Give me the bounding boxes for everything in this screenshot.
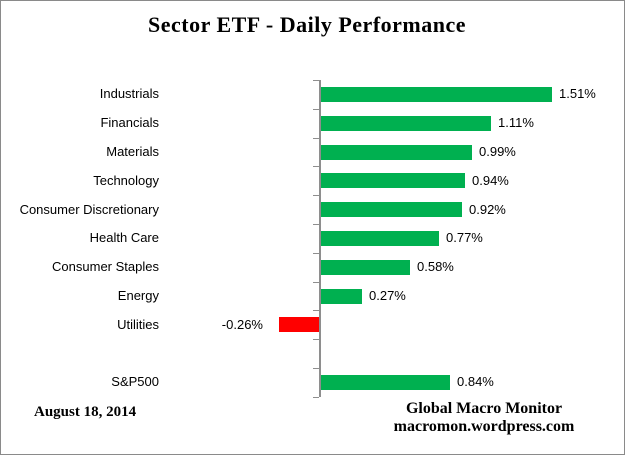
value-label-financials: 1.11% [498,115,534,131]
bar-health-care [321,230,439,246]
category-label-utilities: Utilities [117,316,159,332]
category-label-consumer-discretionary: Consumer Discretionary [19,201,159,217]
footer-date: August 18, 2014 [34,404,137,420]
category-label-materials: Materials [106,144,159,159]
category-label-industrials: Industrials [99,86,159,102]
axis-tick [313,137,319,139]
footer-source-name: Global Macro Monitor [405,400,563,417]
category-label-s-p500: S&P500 [111,374,159,390]
value-label-consumer-discretionary: 0.92% [469,201,506,217]
bar-s-p500 [321,374,450,390]
bar-technology [321,173,465,189]
value-label-s-p500: 0.84% [457,374,494,390]
bar-consumer-discretionary [321,202,462,218]
value-axis-line [319,80,321,397]
bar-industrials [321,86,552,102]
axis-tick [313,252,319,254]
category-label-technology: Technology [93,172,159,188]
bar-energy [321,288,362,304]
bar-financials [321,115,491,131]
footer-source-block: Global Macro Monitor macromon.wordpress.… [359,400,609,436]
bar-utilities [279,317,319,333]
category-label-health-care: Health Care [89,230,159,246]
footer-source-url: macromon.wordpress.com [393,418,575,435]
axis-tick [313,224,319,225]
value-label-energy: 0.27% [369,288,406,303]
axis-tick [313,396,319,398]
value-label-materials: 0.99% [479,144,516,159]
value-label-utilities: -0.26% [221,316,263,332]
bar-consumer-staples [321,259,410,275]
axis-tick [313,339,319,341]
axis-tick [313,368,319,369]
category-label-financials: Financials [100,115,159,131]
axis-tick [313,310,319,312]
value-label-consumer-staples: 0.58% [417,259,454,275]
chart-title: Sector ETF - Daily Performance [147,12,466,37]
value-label-technology: 0.94% [472,172,509,188]
category-label-energy: Energy [117,288,159,303]
axis-tick [313,281,319,283]
bar-materials [321,144,472,160]
axis-tick [313,80,319,81]
axis-tick [313,195,319,197]
axis-tick [313,108,319,110]
category-label-consumer-staples: Consumer Staples [52,259,159,275]
value-label-industrials: 1.51% [559,86,596,102]
value-label-health-care: 0.77% [446,230,483,246]
axis-tick [313,166,319,168]
